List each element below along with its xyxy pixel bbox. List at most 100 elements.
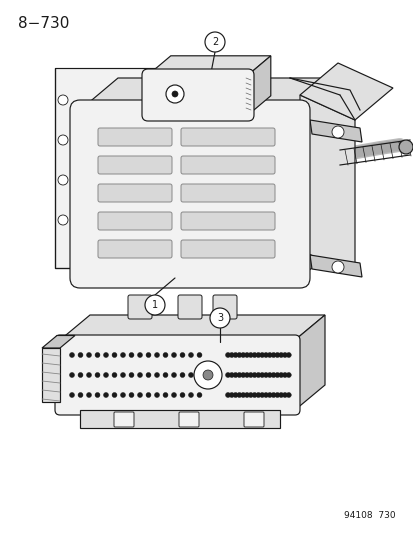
Circle shape: [255, 352, 260, 358]
Circle shape: [146, 392, 151, 398]
Circle shape: [278, 392, 283, 398]
Circle shape: [240, 373, 245, 377]
Circle shape: [267, 392, 272, 398]
Circle shape: [278, 373, 283, 377]
Circle shape: [146, 373, 151, 377]
FancyBboxPatch shape: [98, 184, 171, 202]
Circle shape: [197, 392, 202, 398]
Circle shape: [259, 392, 264, 398]
FancyBboxPatch shape: [142, 69, 254, 121]
Circle shape: [233, 392, 237, 398]
Text: 3: 3: [216, 313, 223, 323]
Circle shape: [95, 392, 100, 398]
Circle shape: [244, 352, 249, 358]
Polygon shape: [299, 78, 337, 278]
Circle shape: [282, 352, 287, 358]
Circle shape: [229, 352, 234, 358]
Circle shape: [120, 392, 125, 398]
Text: 1: 1: [152, 300, 158, 310]
FancyBboxPatch shape: [98, 212, 171, 230]
Circle shape: [163, 373, 168, 377]
Circle shape: [163, 392, 168, 398]
Circle shape: [129, 392, 134, 398]
Circle shape: [78, 392, 83, 398]
Circle shape: [278, 352, 283, 358]
Circle shape: [259, 352, 264, 358]
Polygon shape: [294, 315, 324, 410]
Circle shape: [95, 352, 100, 358]
Circle shape: [129, 352, 134, 358]
Circle shape: [225, 352, 230, 358]
Polygon shape: [60, 315, 324, 340]
Circle shape: [120, 373, 125, 377]
FancyBboxPatch shape: [180, 128, 274, 146]
Polygon shape: [299, 95, 354, 275]
Circle shape: [248, 392, 253, 398]
Circle shape: [137, 352, 142, 358]
Circle shape: [267, 373, 272, 377]
Circle shape: [154, 373, 159, 377]
Circle shape: [137, 392, 142, 398]
FancyBboxPatch shape: [98, 240, 171, 258]
Circle shape: [331, 126, 343, 138]
Circle shape: [103, 392, 108, 398]
Circle shape: [282, 392, 287, 398]
Polygon shape: [42, 335, 75, 348]
Circle shape: [259, 373, 264, 377]
Circle shape: [236, 392, 241, 398]
Polygon shape: [247, 56, 270, 115]
Polygon shape: [309, 120, 361, 142]
Circle shape: [129, 373, 134, 377]
Circle shape: [180, 352, 185, 358]
Circle shape: [255, 392, 260, 398]
Circle shape: [331, 261, 343, 273]
Circle shape: [112, 392, 117, 398]
Circle shape: [252, 392, 256, 398]
Circle shape: [112, 373, 117, 377]
FancyBboxPatch shape: [212, 295, 236, 319]
Circle shape: [69, 352, 74, 358]
Circle shape: [252, 352, 256, 358]
Circle shape: [145, 295, 165, 315]
Circle shape: [240, 392, 245, 398]
Circle shape: [225, 392, 230, 398]
Circle shape: [188, 392, 193, 398]
Circle shape: [180, 392, 185, 398]
Circle shape: [274, 392, 279, 398]
Circle shape: [263, 392, 268, 398]
Circle shape: [233, 373, 237, 377]
FancyBboxPatch shape: [55, 335, 299, 415]
FancyBboxPatch shape: [243, 412, 263, 427]
Circle shape: [58, 215, 68, 225]
Circle shape: [263, 373, 268, 377]
Circle shape: [197, 352, 202, 358]
Polygon shape: [299, 63, 392, 120]
Circle shape: [180, 373, 185, 377]
Circle shape: [209, 308, 230, 328]
Circle shape: [274, 352, 279, 358]
Circle shape: [236, 352, 241, 358]
FancyBboxPatch shape: [70, 100, 309, 288]
Circle shape: [263, 352, 268, 358]
Circle shape: [78, 373, 83, 377]
Circle shape: [120, 352, 125, 358]
Circle shape: [248, 373, 253, 377]
FancyBboxPatch shape: [180, 212, 274, 230]
Circle shape: [171, 352, 176, 358]
Polygon shape: [80, 410, 279, 428]
FancyBboxPatch shape: [180, 240, 274, 258]
Circle shape: [194, 361, 221, 389]
Circle shape: [69, 373, 74, 377]
Circle shape: [225, 373, 230, 377]
Circle shape: [398, 140, 412, 154]
Text: 2: 2: [211, 37, 218, 47]
Circle shape: [171, 373, 176, 377]
Circle shape: [233, 352, 237, 358]
FancyBboxPatch shape: [178, 295, 202, 319]
Circle shape: [95, 373, 100, 377]
Circle shape: [202, 370, 212, 380]
Circle shape: [188, 352, 193, 358]
Circle shape: [103, 352, 108, 358]
Circle shape: [137, 373, 142, 377]
Circle shape: [166, 85, 183, 103]
